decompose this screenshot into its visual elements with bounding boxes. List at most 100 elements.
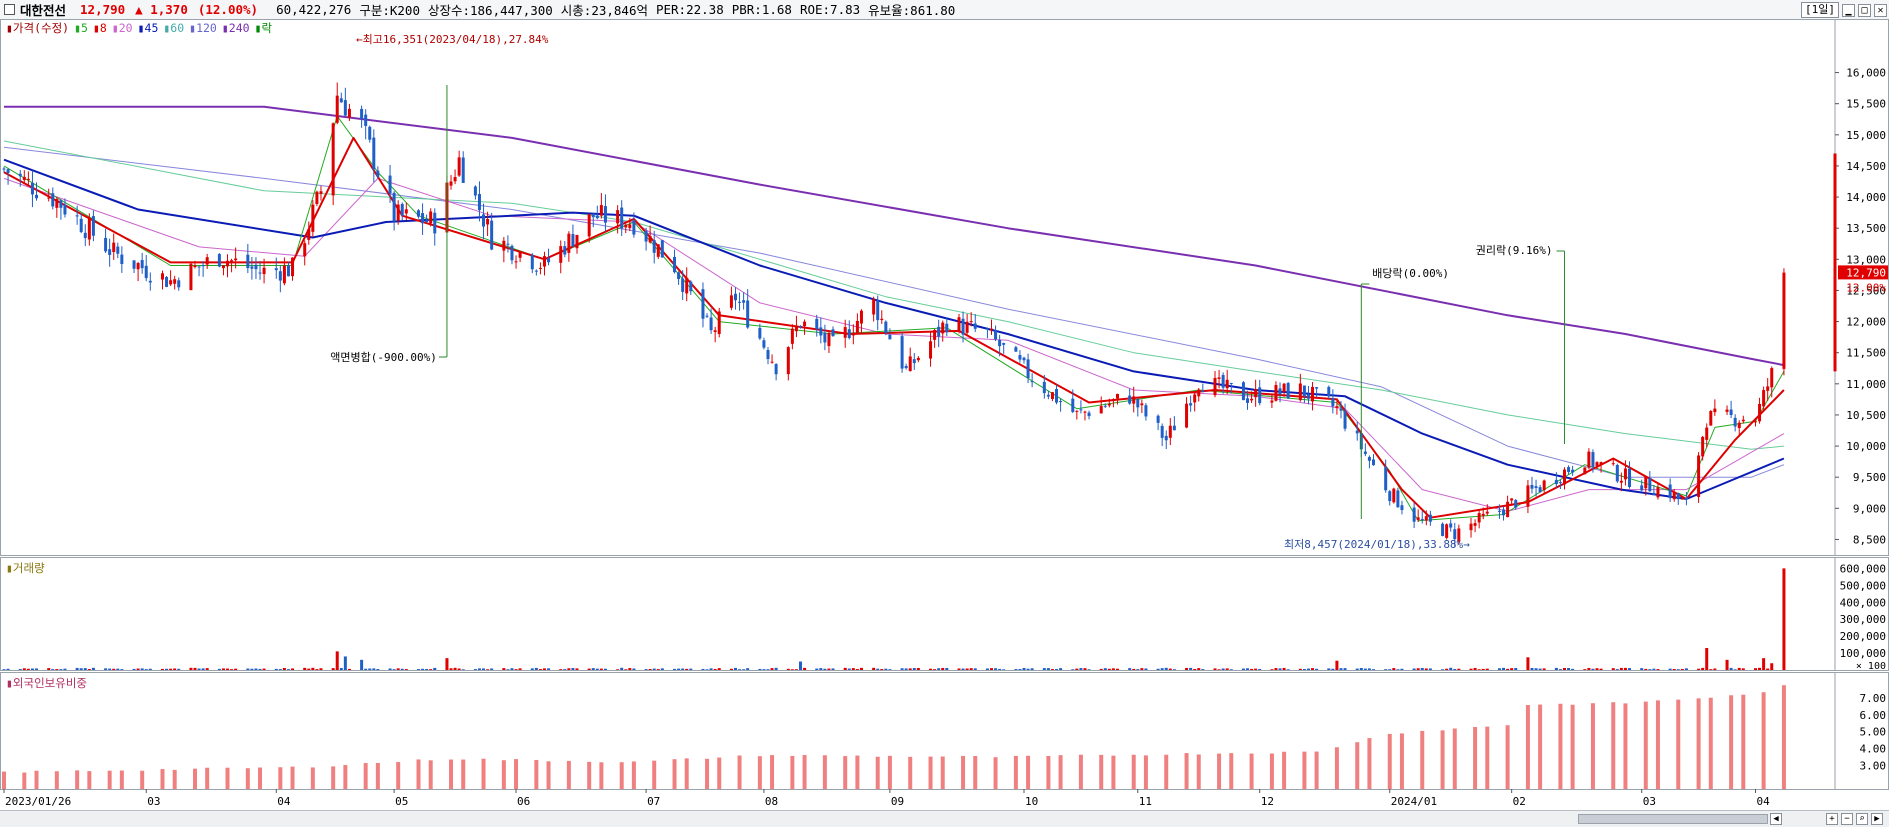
foreign-bar xyxy=(1538,704,1543,789)
candle-body xyxy=(1185,403,1189,428)
volume-bar xyxy=(1766,668,1770,670)
x-tick-label: 09 xyxy=(891,795,904,808)
scrollbar-thumb[interactable] xyxy=(1578,814,1768,824)
candle-body xyxy=(226,260,230,267)
volume-bar xyxy=(1014,669,1018,670)
volume-bar xyxy=(929,668,933,670)
volume-bar xyxy=(1335,660,1339,670)
chart-select-checkbox[interactable] xyxy=(4,4,15,15)
period-selector[interactable]: [1일] xyxy=(1801,2,1839,18)
volume-bar xyxy=(1424,668,1428,670)
volume-bar xyxy=(136,668,140,670)
volume-bar xyxy=(1030,668,1034,670)
listed-shares: 상장수:186,447,300 xyxy=(427,3,553,18)
chart-canvas[interactable]: 16,000 15,500 15,000 14,500 14,000 13,500 13,0… xyxy=(0,19,1889,810)
volume-bar xyxy=(1339,668,1343,670)
candle-body xyxy=(2,168,6,170)
candle-body xyxy=(823,332,827,343)
foreign-tick-label: 4.00 xyxy=(1860,743,1887,756)
close-icon[interactable]: ✕ xyxy=(1874,3,1887,17)
volume-bar xyxy=(969,668,973,670)
volume-bar xyxy=(1083,668,1087,670)
candle-body xyxy=(888,334,892,340)
volume-bar xyxy=(1587,667,1591,670)
candle-body xyxy=(1770,368,1774,388)
volume-bar xyxy=(1554,667,1558,670)
volume-bar xyxy=(59,669,63,670)
volume-bar xyxy=(1278,668,1282,670)
volume-bar xyxy=(1733,669,1737,670)
volume-bar xyxy=(1193,668,1197,670)
ma45-line xyxy=(3,158,1785,500)
volume-bar xyxy=(1050,669,1054,670)
foreign-bar xyxy=(1013,755,1018,789)
minimize-icon[interactable]: ▁ xyxy=(1842,3,1855,17)
market-cap: 시총:23,846억 xyxy=(560,3,648,18)
stock-name[interactable]: 대한전선 xyxy=(20,3,67,18)
volume-bar xyxy=(433,667,437,670)
zoom-in-icon[interactable]: + xyxy=(1826,813,1838,825)
volume-bar xyxy=(575,668,579,670)
candle-body xyxy=(148,280,152,283)
candle-body xyxy=(177,280,181,288)
candle-body xyxy=(108,249,112,255)
chart-header: 대한전선 12,790 ▲ 1,370 (12.00%) 60,422,276 … xyxy=(0,0,1889,20)
candle-body xyxy=(1640,485,1644,491)
volume-bar xyxy=(1567,668,1571,670)
candle-body xyxy=(1254,389,1258,398)
volume-bar xyxy=(1473,667,1477,670)
volume-bar xyxy=(1770,663,1774,670)
foreign-bar xyxy=(757,756,762,789)
zoom-out-icon[interactable]: − xyxy=(1841,813,1853,825)
candle-body xyxy=(1221,375,1225,388)
volume-bar xyxy=(144,669,148,670)
candle-body xyxy=(1534,486,1538,489)
candle-body xyxy=(1709,411,1713,426)
foreign-bar xyxy=(802,755,807,789)
foreign-bar xyxy=(119,770,124,789)
candle-body xyxy=(1164,435,1168,441)
volume-bar xyxy=(1562,667,1566,670)
candle-body xyxy=(1193,394,1197,403)
candle-body xyxy=(1229,383,1233,385)
zoom-reset-icon[interactable]: ⌕ xyxy=(1856,813,1868,825)
candle-body xyxy=(534,270,538,272)
candle-body xyxy=(815,318,819,330)
candle-body xyxy=(1445,524,1449,538)
roe-value: ROE:7.83 xyxy=(799,2,861,17)
maximize-icon[interactable]: □ xyxy=(1858,3,1871,17)
volume-bar xyxy=(1018,669,1022,670)
candle-body xyxy=(961,318,965,335)
volume-bar xyxy=(35,668,39,670)
candle-body xyxy=(644,230,648,242)
volume-bar xyxy=(1729,667,1733,670)
volume-bar xyxy=(1298,668,1302,670)
foreign-bar xyxy=(205,767,210,789)
candle-body xyxy=(1441,523,1445,536)
volume-bar xyxy=(1640,668,1644,670)
candle-body xyxy=(217,254,221,267)
candle-body xyxy=(360,108,364,119)
foreign-bar xyxy=(245,768,250,789)
volume-bar xyxy=(1705,647,1709,670)
candle-body xyxy=(713,330,717,333)
chart-scrollbar[interactable]: ◀ + − ⌕ ▶ xyxy=(0,810,1889,827)
volume-bar xyxy=(364,668,368,670)
candle-body xyxy=(575,234,579,249)
volume-bar xyxy=(1140,668,1144,670)
candle-body xyxy=(1485,511,1489,514)
volume-bar xyxy=(985,668,989,670)
price-tick-label: 15,000 xyxy=(1846,129,1886,142)
volume-bar xyxy=(542,668,546,670)
foreign-bar xyxy=(546,761,551,789)
foreign-bar xyxy=(790,755,795,789)
volume-bar xyxy=(851,668,855,670)
candle-body xyxy=(1668,484,1672,499)
scroll-left-icon[interactable]: ◀ xyxy=(1770,813,1782,825)
x-tick-label: 2024/01 xyxy=(1391,795,1437,808)
candle-body xyxy=(473,186,477,196)
scroll-right-icon[interactable]: ▶ xyxy=(1871,813,1883,825)
volume-bar xyxy=(1526,657,1530,670)
candle-body xyxy=(254,264,258,270)
volume-bar xyxy=(1623,667,1627,670)
